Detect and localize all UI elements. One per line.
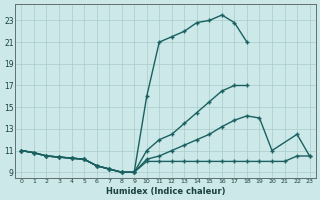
X-axis label: Humidex (Indice chaleur): Humidex (Indice chaleur) [106, 187, 225, 196]
